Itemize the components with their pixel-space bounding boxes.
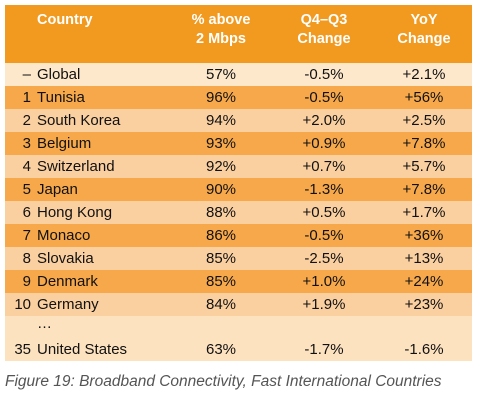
pct-cell: 90% — [170, 178, 272, 201]
table-row: 6 Hong Kong 88% +0.5% +1.7% — [5, 201, 472, 224]
table-row-global: – Global 57% -0.5% +2.1% — [5, 63, 472, 86]
pct-cell: 96% — [170, 86, 272, 109]
qoq-cell: -1.7% — [272, 338, 376, 361]
connectivity-table: Country % above 2 Mbps Q4–Q3 Change YoY Cha… — [5, 5, 472, 361]
country-cell: Denmark — [37, 270, 170, 293]
ellipsis-marker: … — [37, 316, 170, 338]
qoq-cell: +2.0% — [272, 109, 376, 132]
pct-cell: 84% — [170, 293, 272, 316]
country-cell: Global — [37, 63, 170, 86]
qoq-cell: -0.5% — [272, 224, 376, 247]
connectivity-table-container: Country % above 2 Mbps Q4–Q3 Change YoY Cha… — [5, 5, 472, 361]
header-pct-above-2mbps: % above 2 Mbps — [170, 5, 272, 63]
table-row: 3 Belgium 93% +0.9% +7.8% — [5, 132, 472, 155]
pct-cell: 93% — [170, 132, 272, 155]
table-row: 9 Denmark 85% +1.0% +24% — [5, 270, 472, 293]
country-cell: United States — [37, 338, 170, 361]
country-cell: Belgium — [37, 132, 170, 155]
yoy-cell: +24% — [376, 270, 472, 293]
rank-cell: 7 — [5, 224, 37, 247]
rank-cell: 4 — [5, 155, 37, 178]
qoq-cell: +0.9% — [272, 132, 376, 155]
header-country: Country — [5, 5, 170, 63]
yoy-cell: +23% — [376, 293, 472, 316]
country-cell: Japan — [37, 178, 170, 201]
rank-cell: 6 — [5, 201, 37, 224]
yoy-cell: -1.6% — [376, 338, 472, 361]
table-row: 2 South Korea 94% +2.0% +2.5% — [5, 109, 472, 132]
yoy-cell: +13% — [376, 247, 472, 270]
ellipsis-row: … — [5, 316, 472, 338]
table-row: 7 Monaco 86% -0.5% +36% — [5, 224, 472, 247]
country-cell: Monaco — [37, 224, 170, 247]
qoq-cell: +1.9% — [272, 293, 376, 316]
rank-cell: 2 — [5, 109, 37, 132]
qoq-cell: -1.3% — [272, 178, 376, 201]
country-cell: Tunisia — [37, 86, 170, 109]
pct-cell: 86% — [170, 224, 272, 247]
pct-cell: 88% — [170, 201, 272, 224]
header-qoq-change: Q4–Q3 Change — [272, 5, 376, 63]
figure-caption: Figure 19: Broadband Connectivity, Fast … — [5, 373, 442, 390]
yoy-cell: +7.8% — [376, 178, 472, 201]
rank-cell: 1 — [5, 86, 37, 109]
country-cell: Switzerland — [37, 155, 170, 178]
rank-cell: 10 — [5, 293, 37, 316]
table-row: 4 Switzerland 92% +0.7% +5.7% — [5, 155, 472, 178]
pct-cell: 57% — [170, 63, 272, 86]
qoq-cell: +1.0% — [272, 270, 376, 293]
rank-cell: 8 — [5, 247, 37, 270]
country-cell: Germany — [37, 293, 170, 316]
rank-cell: 5 — [5, 178, 37, 201]
rank-cell: 9 — [5, 270, 37, 293]
table-row: 10 Germany 84% +1.9% +23% — [5, 293, 472, 316]
qoq-cell: +0.7% — [272, 155, 376, 178]
ellipsis-spacer — [170, 316, 472, 338]
ellipsis-spacer — [5, 316, 37, 338]
pct-cell: 85% — [170, 247, 272, 270]
yoy-cell: +2.5% — [376, 109, 472, 132]
rank-cell: 3 — [5, 132, 37, 155]
qoq-cell: -2.5% — [272, 247, 376, 270]
rank-cell: – — [5, 63, 37, 86]
table-row-united-states: 35 United States 63% -1.7% -1.6% — [5, 338, 472, 361]
header-yoy-change: YoY Change — [376, 5, 472, 63]
table-row: 8 Slovakia 85% -2.5% +13% — [5, 247, 472, 270]
pct-cell: 94% — [170, 109, 272, 132]
pct-cell: 85% — [170, 270, 272, 293]
country-cell: Slovakia — [37, 247, 170, 270]
country-cell: South Korea — [37, 109, 170, 132]
pct-cell: 92% — [170, 155, 272, 178]
table-header-row: Country % above 2 Mbps Q4–Q3 Change YoY Cha… — [5, 5, 472, 63]
table-row: 1 Tunisia 96% -0.5% +56% — [5, 86, 472, 109]
yoy-cell: +36% — [376, 224, 472, 247]
qoq-cell: -0.5% — [272, 63, 376, 86]
qoq-cell: +0.5% — [272, 201, 376, 224]
rank-cell: 35 — [5, 338, 37, 361]
qoq-cell: -0.5% — [272, 86, 376, 109]
yoy-cell: +1.7% — [376, 201, 472, 224]
country-cell: Hong Kong — [37, 201, 170, 224]
yoy-cell: +7.8% — [376, 132, 472, 155]
pct-cell: 63% — [170, 338, 272, 361]
yoy-cell: +2.1% — [376, 63, 472, 86]
yoy-cell: +5.7% — [376, 155, 472, 178]
yoy-cell: +56% — [376, 86, 472, 109]
table-row: 5 Japan 90% -1.3% +7.8% — [5, 178, 472, 201]
